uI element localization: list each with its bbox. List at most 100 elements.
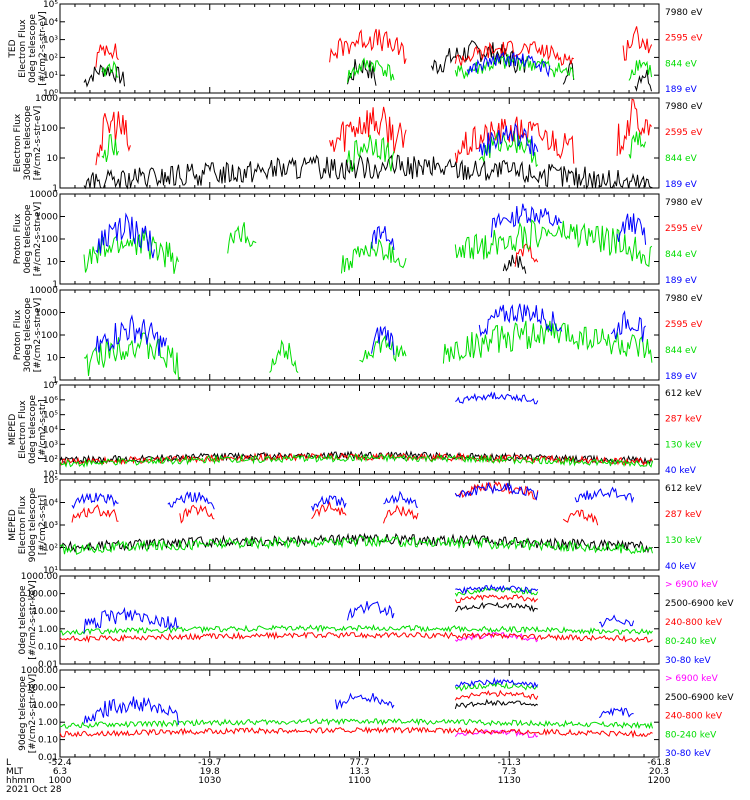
legend-entry: 30-80 keV: [665, 656, 711, 666]
x-tick-label: 1030: [198, 776, 221, 786]
series-trace: [359, 334, 407, 363]
y-tick-label: 1.00: [38, 625, 58, 635]
series-trace: [371, 325, 395, 356]
y-axis-label: 90deg telescope[#/cm2-s-str-keV]: [18, 674, 38, 753]
series-189-ev: [466, 51, 551, 78]
series-trace: [616, 213, 647, 245]
series-80-240-kev: [59, 681, 653, 730]
series-trace: [634, 69, 652, 93]
legend-entry: 844 eV: [665, 59, 698, 69]
x-row-label: MLT: [6, 767, 24, 777]
series-trace: [311, 501, 347, 520]
series-trace: [71, 504, 119, 523]
date-label: 2021 Oct 28: [6, 785, 62, 795]
y-tick-label: 10⁵: [43, 411, 58, 421]
legend-entry: 844 eV: [665, 154, 698, 164]
series-trace: [101, 60, 119, 78]
series-trace: [371, 225, 395, 250]
y-tick-label: 1000: [35, 94, 58, 104]
y-tick-label: 10: [47, 354, 59, 364]
y-tick-label: 10000: [29, 286, 58, 296]
y-tick-label: 10³: [43, 36, 58, 46]
legend-entry: 240-800 keV: [665, 618, 723, 628]
x-tick-label: 1100: [348, 776, 371, 786]
legend-entry: 189 eV: [665, 276, 698, 286]
x-tick-label: -11.3: [498, 758, 521, 768]
legend-entry: 612 keV: [665, 484, 702, 494]
x-tick-label: 6.3: [53, 767, 67, 777]
legend-entry: 287 keV: [665, 510, 702, 520]
panel-5: 10¹ 10² 10³ 10⁴ 10⁵ 10⁶ 10⁷ MEPEDElectron Flux0…: [8, 381, 702, 480]
y-tick-label: 10⁶: [43, 396, 58, 406]
series-trace: [562, 509, 599, 526]
series-trace: [83, 606, 179, 634]
series-trace: [478, 303, 563, 338]
y-tick-label: 1: [52, 280, 58, 290]
series-trace: [490, 203, 562, 238]
y-axis-label: TEDElectron Flux0deg telescope[#/cm2-s-s…: [8, 11, 48, 86]
series-240-800-kev: [59, 594, 653, 644]
series-trace: [383, 504, 419, 524]
series-trace: [227, 222, 257, 254]
y-tick-label: 0.10: [38, 642, 58, 652]
y-tick-label: 10²: [43, 53, 58, 63]
series-trace: [71, 492, 119, 509]
series-189-ev: [478, 122, 539, 156]
y-tick-label: 10¹: [43, 71, 58, 81]
panel-frame: [59, 575, 660, 665]
series-trace: [59, 623, 653, 636]
series-287-kev: [71, 481, 599, 526]
series-trace: [347, 57, 395, 83]
y-axis-label: Proton Flux0deg telescope[#/cm2-s-str-eV…: [13, 202, 43, 277]
series-2595-ev: [95, 98, 652, 166]
series-trace: [502, 254, 527, 274]
x-row-label: hhmm: [6, 776, 35, 786]
series-30-80-kev: [83, 676, 634, 725]
legend-entry: 80-240 keV: [665, 730, 717, 740]
legend-entry: 844 eV: [665, 250, 698, 260]
y-tick-label: 10¹: [43, 470, 58, 480]
series-trace: [329, 106, 407, 154]
legend-entry: 240-800 keV: [665, 712, 723, 722]
y-tick-label: 1: [52, 376, 58, 386]
series-trace: [628, 59, 652, 81]
series-30-80-kev: [83, 584, 635, 634]
y-tick-label: 10⁴: [43, 426, 58, 436]
series-trace: [574, 486, 635, 504]
series-trace: [562, 60, 575, 85]
series-trace: [622, 26, 653, 61]
y-tick-label: 10⁷: [43, 381, 58, 391]
series-trace: [454, 631, 539, 643]
y-tick-label: 100: [41, 331, 58, 341]
panel-frame: [59, 97, 660, 189]
y-tick-label: 10⁵: [43, 476, 58, 486]
y-tick-label: 100.00: [27, 590, 59, 600]
series-189-ev: [95, 303, 646, 357]
legend-entry: 40 keV: [665, 466, 697, 476]
y-tick-label: 10³: [43, 440, 58, 450]
legend-entry: 2595 eV: [665, 320, 703, 330]
x-tick-label: 20.3: [649, 767, 669, 777]
y-tick-label: 100.00: [27, 683, 59, 693]
y-tick-label: 10²: [43, 544, 58, 554]
series-trace: [478, 122, 539, 156]
series-844-ev: [101, 130, 646, 173]
series-130-kev: [59, 453, 653, 468]
legend-entry: 612 keV: [665, 389, 702, 399]
y-tick-label: 10²: [43, 455, 58, 465]
series-trace: [59, 718, 653, 730]
y-axis-label: 0deg telescope[#/cm2-s-str-keV]: [18, 580, 38, 659]
panel-frame: [59, 193, 660, 285]
series-trace: [454, 594, 539, 604]
y-tick-label: 10⁵: [43, 0, 58, 10]
y-tick-label: 10: [47, 258, 59, 268]
series-trace: [598, 614, 635, 628]
legend-entry: 2595 eV: [665, 128, 703, 138]
series-40-kev: [455, 391, 539, 405]
x-tick-label: -52.4: [48, 758, 72, 768]
series-40-kev: [71, 481, 635, 512]
y-tick-label: 10⁰: [43, 89, 58, 99]
legend-entry: 287 keV: [665, 415, 702, 425]
